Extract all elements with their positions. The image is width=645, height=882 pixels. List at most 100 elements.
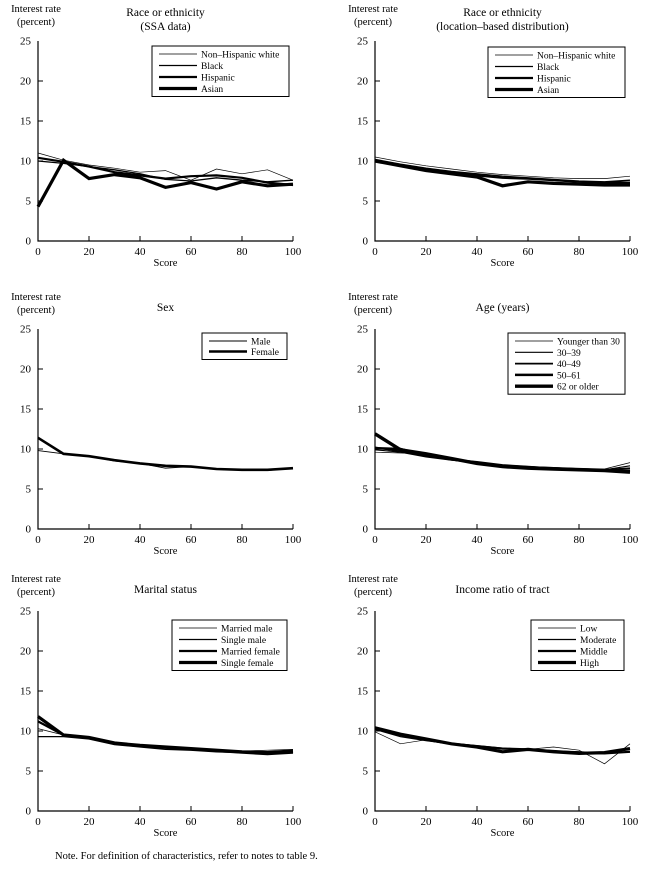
y-tick-label: 15: [20, 686, 32, 698]
y-tick-label: 0: [363, 806, 369, 818]
y-tick-label: 15: [20, 116, 32, 128]
legend-label: Younger than 30: [557, 338, 620, 348]
y-tick-label: 15: [357, 404, 369, 416]
legend-label: 40–49: [557, 360, 581, 370]
x-tick-label: 80: [237, 534, 249, 546]
legend-label: Black: [537, 63, 559, 73]
legend-label: High: [580, 659, 599, 669]
x-tick-label: 20: [421, 816, 433, 828]
x-axis-title: Score: [153, 828, 178, 839]
x-tick-label: 100: [622, 816, 639, 828]
y-tick-label: 25: [357, 606, 369, 618]
series-line-hispanic: [37, 156, 294, 187]
legend-label: Female: [251, 348, 279, 358]
legend-label: Hispanic: [201, 74, 235, 84]
y-tick-label: 5: [363, 484, 369, 496]
y-tick-label: 20: [20, 364, 32, 376]
y-tick-label: 25: [20, 324, 32, 336]
y-tick-label: 0: [363, 236, 369, 248]
y-tick-label: 10: [357, 726, 369, 738]
legend-label: Non–Hispanic white: [201, 51, 279, 61]
x-tick-label: 100: [285, 534, 302, 546]
x-tick-label: 80: [574, 534, 586, 546]
y-tick-label: 5: [26, 766, 32, 778]
series-line-moderate: [374, 728, 631, 755]
legend-label: Non–Hispanic white: [537, 52, 615, 62]
y-tick-label: 0: [363, 524, 369, 536]
x-axis-title: Score: [153, 546, 178, 557]
x-tick-label: 40: [135, 534, 147, 546]
y-tick-label: 10: [20, 444, 32, 456]
chart-title: Age (years): [475, 302, 530, 314]
y-tick-label: 0: [26, 524, 32, 536]
y-tick-label: 10: [20, 156, 32, 168]
x-axis-title: Score: [153, 258, 178, 269]
x-axis-title: Score: [490, 828, 515, 839]
axis-lines: [374, 329, 630, 530]
y-tick-label: 0: [26, 806, 32, 818]
x-axis-title: Score: [490, 258, 515, 269]
chart-panel-marital-status: 0 5 10 15 20 25 0 20 40 60 80 100 Married male Single…: [0, 570, 308, 852]
legend-label: Moderate: [580, 636, 616, 646]
y-tick-label: 20: [20, 646, 32, 658]
x-tick-label: 60: [186, 246, 198, 258]
x-tick-label: 0: [35, 816, 41, 828]
series-line-non-hispanic-white: [374, 156, 631, 179]
y-axis-title: Interest rate (percent): [11, 292, 61, 316]
series-line-high: [374, 726, 631, 756]
figure-note: Note. For definition of characteristics,…: [55, 851, 318, 862]
y-axis-title: Interest rate (percent): [348, 574, 398, 598]
y-tick-label: 0: [26, 236, 32, 248]
legend-label: Married male: [221, 625, 272, 635]
series-line-non-hispanic-white: [37, 152, 294, 181]
chart-panel-age: 0 5 10 15 20 25 0 20 40 60 80 100 Younger than 30 30–…: [337, 288, 645, 570]
x-tick-label: 0: [35, 534, 41, 546]
y-tick-label: 5: [363, 766, 369, 778]
y-tick-label: 20: [357, 76, 369, 88]
x-tick-label: 40: [135, 246, 147, 258]
x-tick-label: 40: [472, 816, 484, 828]
x-tick-label: 20: [84, 246, 96, 258]
x-tick-label: 80: [237, 816, 249, 828]
x-tick-label: 60: [523, 246, 535, 258]
x-tick-label: 0: [35, 246, 41, 258]
y-tick-label: 15: [20, 404, 32, 416]
x-tick-label: 0: [372, 816, 378, 828]
series-line-middle: [374, 727, 631, 755]
chart-title: Race or ethnicity (location–based distri…: [436, 7, 569, 33]
x-tick-label: 40: [135, 816, 147, 828]
x-tick-label: 20: [84, 534, 96, 546]
x-tick-label: 100: [285, 816, 302, 828]
axis-lines: [37, 329, 293, 530]
x-tick-label: 60: [523, 534, 535, 546]
chart-title: Marital status: [134, 584, 197, 596]
series-line-asian: [36, 157, 294, 208]
y-tick-label: 20: [20, 76, 32, 88]
series-line-asian: [374, 159, 630, 188]
axis-lines: [37, 41, 293, 242]
x-tick-label: 60: [186, 816, 198, 828]
legend-box: [201, 332, 288, 360]
x-axis-title: Score: [490, 546, 515, 557]
series-line-single-female: [37, 715, 294, 755]
y-tick-label: 5: [26, 484, 32, 496]
legend-label: Asian: [201, 85, 223, 95]
chart-panel-sex: 0 5 10 15 20 25 0 20 40 60 80 100 Male Female Interes…: [0, 288, 308, 570]
legend-label: Male: [251, 338, 271, 348]
legend-label: Low: [580, 625, 598, 635]
x-tick-label: 20: [421, 246, 433, 258]
chart-panel-income-ratio: 0 5 10 15 20 25 0 20 40 60 80 100 Low Moderate Middle H…: [337, 570, 645, 852]
x-tick-label: 100: [285, 246, 302, 258]
legend-label: Hispanic: [537, 75, 571, 85]
chart-title: Race or ethnicity (SSA data): [126, 7, 205, 33]
legend-label: Single female: [221, 658, 274, 669]
series-line-62-or-older: [374, 432, 631, 474]
legend-label: 62 or older: [557, 383, 600, 393]
x-tick-label: 80: [237, 246, 249, 258]
x-tick-label: 60: [523, 816, 535, 828]
x-tick-label: 40: [472, 246, 484, 258]
y-tick-label: 15: [357, 686, 369, 698]
